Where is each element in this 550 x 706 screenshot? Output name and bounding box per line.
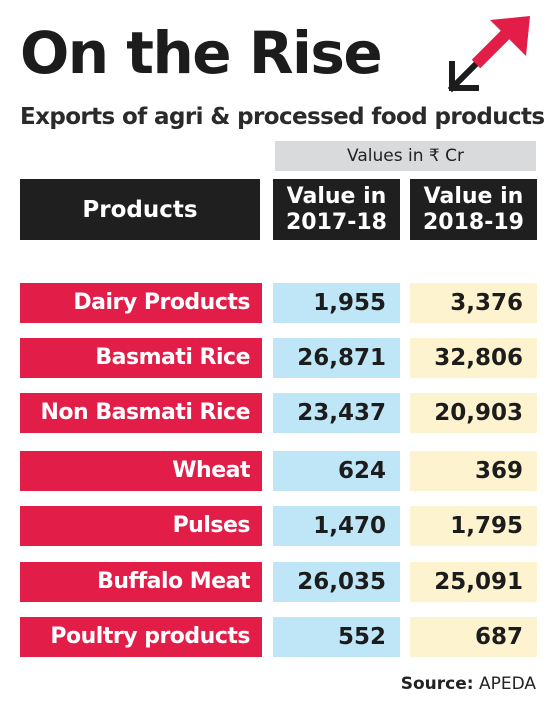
page-title: On the Rise <box>20 19 383 87</box>
header-line: 2017-18 <box>286 209 387 235</box>
table-row: Basmati Rice 26,871 32,806 <box>0 338 550 378</box>
column-header-products: Products <box>20 179 260 240</box>
value-2018-19: 687 <box>410 617 537 657</box>
table-row: Dairy Products 1,955 3,376 <box>0 283 550 323</box>
value-2017-18: 26,035 <box>273 562 400 602</box>
value-2018-19: 25,091 <box>410 562 537 602</box>
value-2018-19: 1,795 <box>410 506 537 546</box>
source-value: APEDA <box>478 674 536 694</box>
table-row: Buffalo Meat 26,035 25,091 <box>0 562 550 602</box>
product-name: Non Basmati Rice <box>20 393 262 433</box>
value-2017-18: 26,871 <box>273 338 400 378</box>
header-line: 2018-19 <box>423 209 524 235</box>
product-name: Basmati Rice <box>20 338 262 378</box>
source-note: Source: APEDA <box>401 674 536 694</box>
table-row: Poultry products 552 687 <box>0 617 550 657</box>
header-line: Value in <box>286 183 387 209</box>
product-name: Buffalo Meat <box>20 562 262 602</box>
source-label: Source: <box>400 674 474 694</box>
value-2018-19: 3,376 <box>410 283 537 323</box>
value-2017-18: 624 <box>273 451 400 491</box>
product-name: Pulses <box>20 506 262 546</box>
value-2017-18: 1,955 <box>273 283 400 323</box>
diagonal-arrows-icon <box>447 16 530 93</box>
table-row: Pulses 1,470 1,795 <box>0 506 550 546</box>
table-row: Wheat 624 369 <box>0 451 550 491</box>
product-name: Poultry products <box>20 617 262 657</box>
header-line: Value in <box>423 183 524 209</box>
table-row: Non Basmati Rice 23,437 20,903 <box>0 393 550 433</box>
value-2018-19: 20,903 <box>410 393 537 433</box>
value-2018-19: 32,806 <box>410 338 537 378</box>
value-2017-18: 23,437 <box>273 393 400 433</box>
column-header-2017-18: Value in 2017-18 <box>273 179 400 240</box>
product-name: Wheat <box>20 451 262 491</box>
unit-label: Values in ₹ Cr <box>275 141 536 171</box>
subtitle: Exports of agri & processed food product… <box>20 104 545 130</box>
value-2017-18: 552 <box>273 617 400 657</box>
column-header-2018-19: Value in 2018-19 <box>410 179 537 240</box>
value-2017-18: 1,470 <box>273 506 400 546</box>
product-name: Dairy Products <box>20 283 262 323</box>
value-2018-19: 369 <box>410 451 537 491</box>
